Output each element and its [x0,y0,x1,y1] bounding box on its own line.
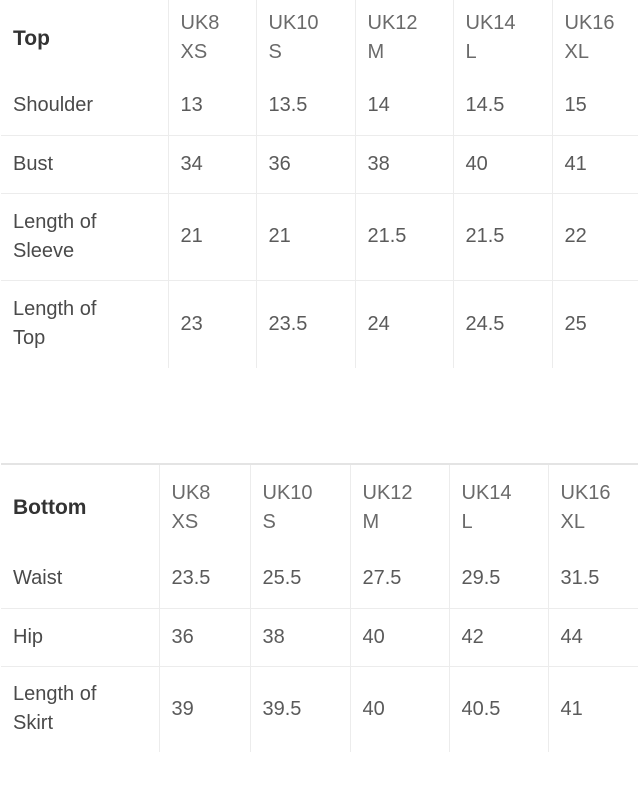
table-title: Bottom [13,496,87,519]
table-row: Hip 36 38 40 42 44 [1,608,638,667]
measurement-cell: 44 [547,608,638,667]
table-row: Length of Top 23 23.5 24 24.5 25 [1,280,638,368]
table-row: Length of Sleeve 21 21 21.5 21.5 22 [1,193,638,281]
top-size-table: Top UK8 XS UK10 S UK12 M UK14 L UK16 XL … [1,0,638,368]
header-row: Top UK8 XS UK10 S UK12 M UK14 L UK16 XL [1,0,638,76]
measurement-cell: 41 [551,135,638,194]
measurement-cell: 23 [167,280,256,368]
table-row: Bust 34 36 38 40 41 [1,135,638,194]
measurement-cell: 21.5 [452,193,552,281]
measurement-cell: 36 [158,608,250,667]
table-title: Top [13,26,50,50]
measurement-cell: 34 [167,135,256,194]
size-header: UK8 XS [158,464,250,550]
row-label: Waist [1,550,159,609]
size-header: UK10 S [249,464,350,550]
measurement-cell: 38 [249,608,350,667]
measurement-cell: 40 [349,666,449,752]
measurement-cell: 21.5 [354,193,453,281]
measurement-cell: 21 [167,193,256,281]
row-label: Shoulder [1,76,168,136]
measurement-cell: 24.5 [452,280,552,368]
measurement-cell: 39.5 [249,666,350,752]
measurement-cell: 42 [448,608,548,667]
measurement-cell: 25 [551,280,638,368]
measurement-cell: 38 [354,135,453,194]
size-header: UK12 M [349,464,449,550]
measurement-cell: 22 [551,193,638,281]
measurement-cell: 27.5 [349,550,449,609]
measurement-cell: 23.5 [158,550,250,609]
header-row: Bottom UK8 XS UK10 S UK12 M UK14 L UK16 … [1,464,638,550]
size-header: UK14 L [452,0,552,76]
row-label: Bust [1,135,168,194]
measurement-cell: 13.5 [255,76,355,136]
measurement-cell: 24 [354,280,453,368]
table-row: Length of Skirt 39 39.5 40 40.5 41 [1,666,638,752]
table-row: Shoulder 13 13.5 14 14.5 15 [1,76,638,136]
row-label: Hip [1,608,159,667]
size-header: UK10 S [255,0,355,76]
measurement-cell: 21 [255,193,355,281]
measurement-cell: 39 [158,666,250,752]
size-header: UK16 XL [551,0,638,76]
row-label: Length of Sleeve [1,193,168,281]
measurement-cell: 23.5 [255,280,355,368]
measurement-cell: 31.5 [547,550,638,609]
measurement-cell: 14.5 [452,76,552,136]
size-header: UK16 XL [547,464,638,550]
table-row: Waist 23.5 25.5 27.5 29.5 31.5 [1,550,638,609]
measurement-cell: 13 [167,76,256,136]
measurement-cell: 14 [354,76,453,136]
size-header: UK8 XS [167,0,256,76]
size-header: UK14 L [448,464,548,550]
measurement-cell: 41 [547,666,638,752]
measurement-cell: 40 [452,135,552,194]
row-label: Length of Skirt [13,683,97,735]
measurement-cell: 25.5 [249,550,350,609]
measurement-cell: 15 [551,76,638,136]
measurement-cell: 36 [255,135,355,194]
row-label: Length of Top [13,298,97,350]
bottom-size-table: Bottom UK8 XS UK10 S UK12 M UK14 L UK16 … [1,463,638,752]
measurement-cell: 40 [349,608,449,667]
measurement-cell: 40.5 [448,666,548,752]
measurement-cell: 29.5 [448,550,548,609]
size-header: UK12 M [354,0,453,76]
